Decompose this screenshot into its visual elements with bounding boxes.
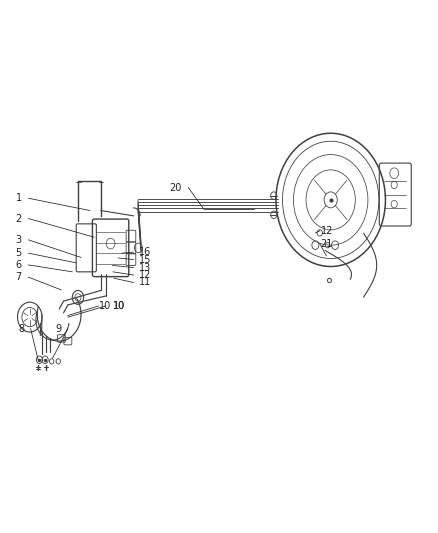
Text: 12: 12 <box>139 270 151 280</box>
Text: 20: 20 <box>170 183 182 192</box>
Text: 12: 12 <box>321 226 333 236</box>
Text: 1: 1 <box>16 193 22 203</box>
Text: 21: 21 <box>321 239 333 248</box>
Text: 10: 10 <box>99 301 111 311</box>
Text: 2: 2 <box>16 214 22 223</box>
Text: 10: 10 <box>113 301 125 311</box>
Text: 16: 16 <box>139 247 151 257</box>
Text: 9: 9 <box>55 324 61 334</box>
Text: 11: 11 <box>139 278 151 287</box>
Text: 15: 15 <box>139 255 151 264</box>
Text: 6: 6 <box>16 260 22 270</box>
Text: 7: 7 <box>16 272 22 282</box>
Text: 13: 13 <box>139 263 151 272</box>
Text: 8: 8 <box>18 324 24 334</box>
Text: 5: 5 <box>16 248 22 258</box>
Text: 10: 10 <box>113 301 125 311</box>
Text: 3: 3 <box>16 235 22 245</box>
